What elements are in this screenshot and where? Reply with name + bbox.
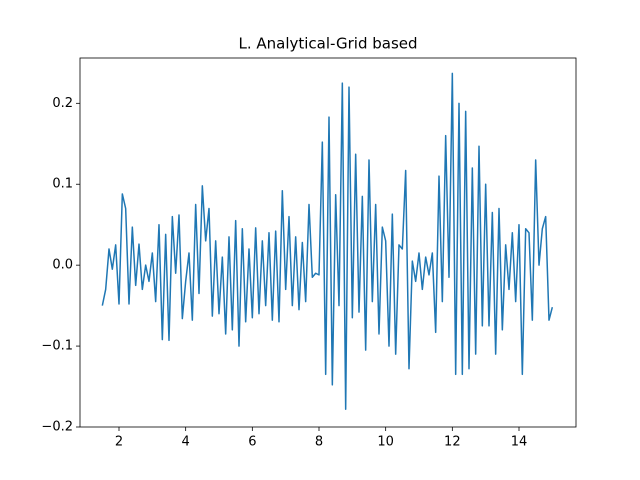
- x-tick-label: 8: [315, 435, 323, 450]
- y-tick-label: −0.1: [41, 339, 73, 354]
- y-tick-label: 0.2: [52, 96, 73, 111]
- chart-title: L. Analytical-Grid based: [238, 35, 417, 53]
- y-tick-label: 0.1: [52, 177, 73, 192]
- x-tick-label: 2: [115, 435, 123, 450]
- x-tick-label: 6: [248, 435, 256, 450]
- x-tick-label: 10: [377, 435, 394, 450]
- x-tick-label: 12: [444, 435, 461, 450]
- y-tick-label: 0.0: [52, 258, 73, 273]
- plot-frame: [79, 57, 577, 428]
- x-tick-label: 4: [182, 435, 190, 450]
- x-tick-label: 14: [511, 435, 528, 450]
- y-tick-label: −0.2: [41, 420, 73, 435]
- data-line: [101, 72, 554, 410]
